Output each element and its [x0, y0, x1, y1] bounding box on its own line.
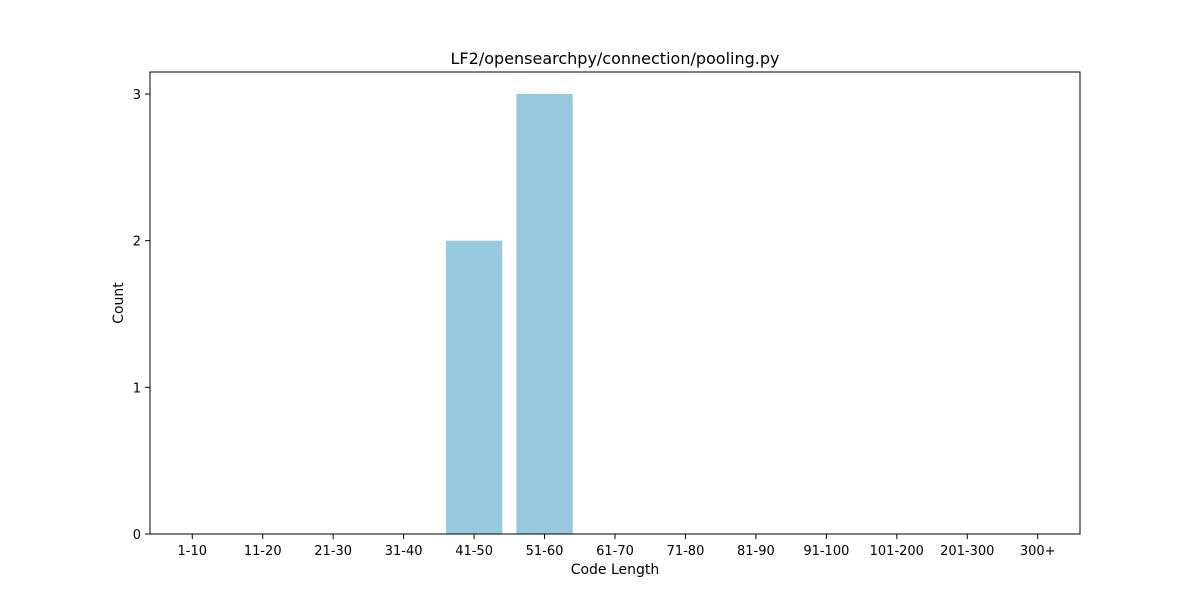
bar-41-50 — [445, 240, 503, 534]
x-tick-label: 91-100 — [803, 544, 849, 559]
chart-title: LF2/opensearchpy/connection/pooling.py — [451, 49, 780, 68]
x-axis-label: Code Length — [571, 562, 660, 578]
y-axis-label: Count — [111, 282, 127, 324]
x-tick-label: 300+ — [1020, 544, 1056, 559]
x-tick-label: 21-30 — [314, 544, 352, 559]
x-tick-label: 1-10 — [178, 544, 208, 559]
bar-51-60 — [516, 94, 573, 534]
x-tick-label: 41-50 — [455, 544, 493, 559]
x-tick-label: 201-300 — [940, 544, 994, 559]
x-tick-label: 71-80 — [667, 544, 705, 559]
bars-layer — [445, 94, 573, 534]
x-tick-label: 61-70 — [596, 544, 634, 559]
x-tick-label: 11-20 — [244, 544, 282, 559]
y-tick-label: 0 — [133, 528, 141, 543]
x-axis-ticks: 1-10 11-20 21-30 31-40 41-50 51-60 61-70 71-80 8… — [178, 534, 1056, 559]
y-axis-ticks: 0 1 2 3 — [133, 88, 150, 543]
y-tick-label: 2 — [133, 235, 141, 250]
x-tick-label: 81-90 — [737, 544, 775, 559]
x-tick-label: 31-40 — [385, 544, 423, 559]
y-tick-label: 3 — [133, 88, 141, 103]
y-tick-label: 1 — [133, 381, 141, 396]
x-tick-label: 101-200 — [870, 544, 924, 559]
x-tick-label: 51-60 — [526, 544, 564, 559]
plot-frame — [149, 71, 1081, 535]
